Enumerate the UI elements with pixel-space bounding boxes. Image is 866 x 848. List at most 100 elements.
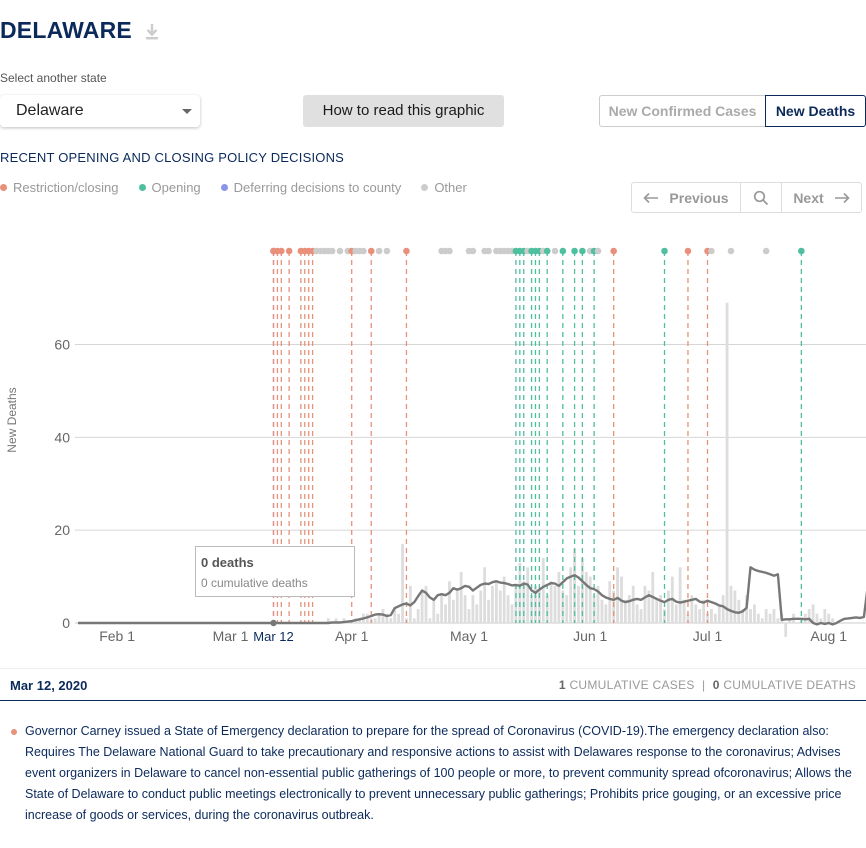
- daily-bar: [588, 576, 592, 623]
- x-tick-label: Jul 1: [693, 628, 723, 644]
- daily-bar: [584, 571, 588, 623]
- select-state-label: Select another state: [0, 71, 107, 85]
- cumulative-summary: 1 CUMULATIVE CASES | 0 CUMULATIVE DEATHS: [559, 678, 856, 692]
- state-select[interactable]: Delaware: [0, 95, 200, 127]
- tooltip-cumulative: 0 cumulative deaths: [201, 576, 308, 590]
- daily-bar: [553, 585, 557, 623]
- policy-event-dot: [446, 247, 453, 255]
- x-tick-label: Aug 1: [810, 628, 847, 644]
- daily-bar: [526, 567, 530, 623]
- daily-bar: [412, 618, 416, 623]
- policy-description: Governor Carney issued a State of Emerge…: [25, 724, 852, 822]
- y-axis-label: New Deaths: [5, 387, 19, 452]
- daily-bar: [502, 576, 506, 623]
- daily-bar: [764, 609, 768, 623]
- daily-bar: [631, 585, 635, 623]
- daily-bar: [682, 599, 686, 623]
- y-tick-label: 60: [54, 337, 70, 353]
- daily-bar: [686, 613, 690, 623]
- daily-bar: [616, 567, 619, 623]
- daily-bar: [510, 604, 514, 623]
- policy-event-dot: [383, 247, 391, 255]
- daily-bar: [530, 595, 533, 623]
- daily-bar: [623, 599, 627, 623]
- next-label: Next: [793, 189, 824, 206]
- cum-cases-label: CUMULATIVE CASES: [569, 678, 695, 692]
- toggle-confirmed-cases[interactable]: New Confirmed Cases: [599, 95, 765, 127]
- tooltip-deaths: 0 deaths: [201, 555, 254, 570]
- state-select-value: Delaware: [16, 102, 84, 119]
- legend-item-opening: Opening: [138, 180, 201, 195]
- daily-bar: [389, 618, 393, 623]
- legend-item-other: Other: [421, 180, 467, 195]
- daily-bar: [463, 595, 467, 623]
- policy-event-dot: [285, 247, 293, 255]
- policy-type-dot: [11, 729, 17, 735]
- policy-event-dot: [278, 247, 285, 255]
- daily-bar: [436, 613, 440, 623]
- selected-date-bar: Mar 12, 2020 1 CUMULATIVE CASES | 0 CUMU…: [0, 668, 866, 701]
- daily-bar: [326, 618, 330, 623]
- daily-bar: [487, 599, 490, 623]
- daily-bar: [768, 613, 772, 623]
- policy-event-dot: [684, 247, 692, 255]
- daily-bar: [475, 604, 479, 623]
- previous-label: Previous: [669, 189, 729, 206]
- daily-bar: [678, 567, 682, 623]
- selected-date-marker: [270, 619, 277, 627]
- daily-bar: [706, 613, 709, 623]
- policy-event-dot: [594, 247, 602, 255]
- policy-navigation: Previous Next: [631, 182, 862, 213]
- policy-event-dot: [367, 247, 375, 255]
- legend-item-restriction: Restriction/closing: [0, 180, 119, 195]
- policy-event-dot: [360, 247, 367, 255]
- daily-bar: [334, 618, 338, 623]
- daily-bar: [557, 571, 561, 623]
- daily-bar: [479, 590, 483, 623]
- daily-bar: [753, 604, 756, 623]
- toggle-new-deaths[interactable]: New Deaths: [765, 95, 866, 127]
- cum-deaths-label: CUMULATIVE DEATHS: [723, 678, 856, 692]
- daily-bar: [694, 604, 698, 623]
- legend-item-deferring: Deferring decisions to county: [220, 180, 401, 195]
- daily-bar: [819, 618, 823, 623]
- daily-bar: [749, 609, 752, 623]
- daily-bar: [663, 609, 666, 623]
- daily-bar: [627, 595, 631, 623]
- policy-event-dot: [469, 247, 477, 255]
- policy-event-dot: [485, 247, 492, 255]
- policy-event-dot: [708, 247, 715, 255]
- daily-bar: [342, 618, 346, 623]
- legend-dot: [421, 184, 429, 191]
- how-to-read-button[interactable]: How to read this graphic: [303, 95, 504, 127]
- deaths-chart[interactable]: 0 20 40 60 New Deaths Feb 1 Mar 1 Mar 12 Apr 1 Ma…: [0, 230, 866, 655]
- daily-bar: [600, 599, 604, 623]
- daily-bar: [756, 613, 760, 623]
- daily-bar: [690, 595, 694, 623]
- daily-bar: [807, 609, 811, 623]
- average-line: [78, 566, 866, 626]
- y-tick-label: 20: [54, 522, 70, 538]
- daily-bar: [580, 558, 584, 623]
- daily-bar: [401, 544, 404, 623]
- daily-bar: [428, 618, 432, 623]
- daily-bar: [667, 590, 670, 623]
- daily-bar: [659, 595, 662, 623]
- daily-bar: [788, 618, 792, 623]
- policy-event-dot: [571, 247, 578, 255]
- legend-label: Restriction/closing: [13, 180, 119, 195]
- daily-bar: [444, 604, 447, 623]
- daily-bar: [729, 585, 733, 623]
- daily-bar: [569, 567, 573, 623]
- policy-event-dot: [375, 247, 383, 255]
- download-icon[interactable]: [144, 22, 160, 42]
- policy-legend: Restriction/closing Opening Deferring de…: [0, 180, 467, 195]
- x-tick-label: May 1: [450, 628, 488, 644]
- x-tick-label: Jun 1: [573, 628, 607, 644]
- next-button[interactable]: Next: [782, 183, 861, 212]
- previous-button[interactable]: Previous: [632, 183, 741, 212]
- daily-bar: [713, 613, 717, 623]
- daily-bar: [811, 604, 815, 623]
- policy-event-dot: [328, 247, 336, 255]
- zoom-button[interactable]: [741, 183, 782, 212]
